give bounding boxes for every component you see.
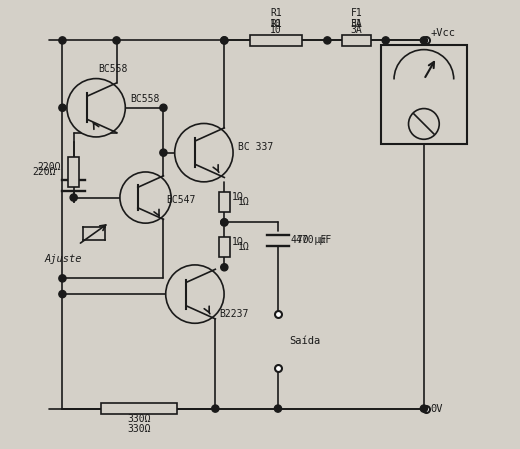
Text: 10: 10: [270, 25, 282, 35]
Text: 1Ω: 1Ω: [238, 242, 250, 252]
Circle shape: [275, 405, 281, 412]
Circle shape: [70, 194, 77, 201]
Circle shape: [160, 104, 167, 111]
Bar: [381, 45, 466, 144]
Text: Ajuste: Ajuste: [45, 254, 82, 264]
Circle shape: [166, 265, 224, 323]
Text: BC 337: BC 337: [238, 142, 273, 152]
Bar: [68, 157, 79, 187]
Circle shape: [324, 37, 331, 44]
Text: B2237: B2237: [219, 309, 249, 319]
Circle shape: [212, 405, 219, 412]
Circle shape: [409, 109, 439, 139]
Circle shape: [120, 172, 171, 223]
Text: R1
10: R1 10: [270, 8, 282, 29]
Text: 470 μF: 470 μF: [291, 235, 327, 245]
Text: BC558: BC558: [130, 94, 159, 104]
Bar: [101, 403, 177, 414]
Circle shape: [67, 79, 125, 137]
Text: 0V: 0V: [431, 404, 443, 414]
Text: 330Ω: 330Ω: [127, 424, 151, 434]
Circle shape: [220, 37, 228, 44]
Circle shape: [220, 264, 228, 271]
Text: 1Ω: 1Ω: [232, 237, 244, 247]
Circle shape: [220, 37, 228, 44]
Circle shape: [420, 405, 427, 412]
Text: 1Ω: 1Ω: [238, 197, 250, 207]
Text: Saída: Saída: [289, 336, 320, 346]
Circle shape: [420, 37, 427, 44]
Circle shape: [160, 149, 167, 156]
Bar: [250, 35, 302, 46]
Text: BC547: BC547: [166, 195, 196, 205]
Text: F1: F1: [350, 19, 362, 29]
Bar: [219, 192, 230, 212]
Circle shape: [59, 104, 66, 111]
Text: 220Ω: 220Ω: [33, 167, 56, 177]
Text: 220Ω: 220Ω: [37, 162, 61, 172]
Text: F1
3A: F1 3A: [350, 8, 362, 29]
Text: +Vcc: +Vcc: [431, 28, 456, 38]
Text: 330Ω: 330Ω: [127, 414, 151, 424]
Bar: [342, 35, 371, 46]
Circle shape: [220, 219, 228, 226]
Text: 470 μF: 470 μF: [296, 235, 331, 245]
Circle shape: [59, 291, 66, 298]
Text: 3A: 3A: [350, 25, 362, 35]
Bar: [219, 237, 230, 257]
Circle shape: [220, 219, 228, 226]
Text: 1Ω: 1Ω: [232, 192, 244, 202]
Circle shape: [59, 37, 66, 44]
Text: R1: R1: [270, 19, 282, 29]
Circle shape: [113, 37, 120, 44]
Circle shape: [175, 123, 233, 182]
Text: BC558: BC558: [98, 64, 128, 74]
Circle shape: [59, 275, 66, 282]
Circle shape: [382, 37, 389, 44]
